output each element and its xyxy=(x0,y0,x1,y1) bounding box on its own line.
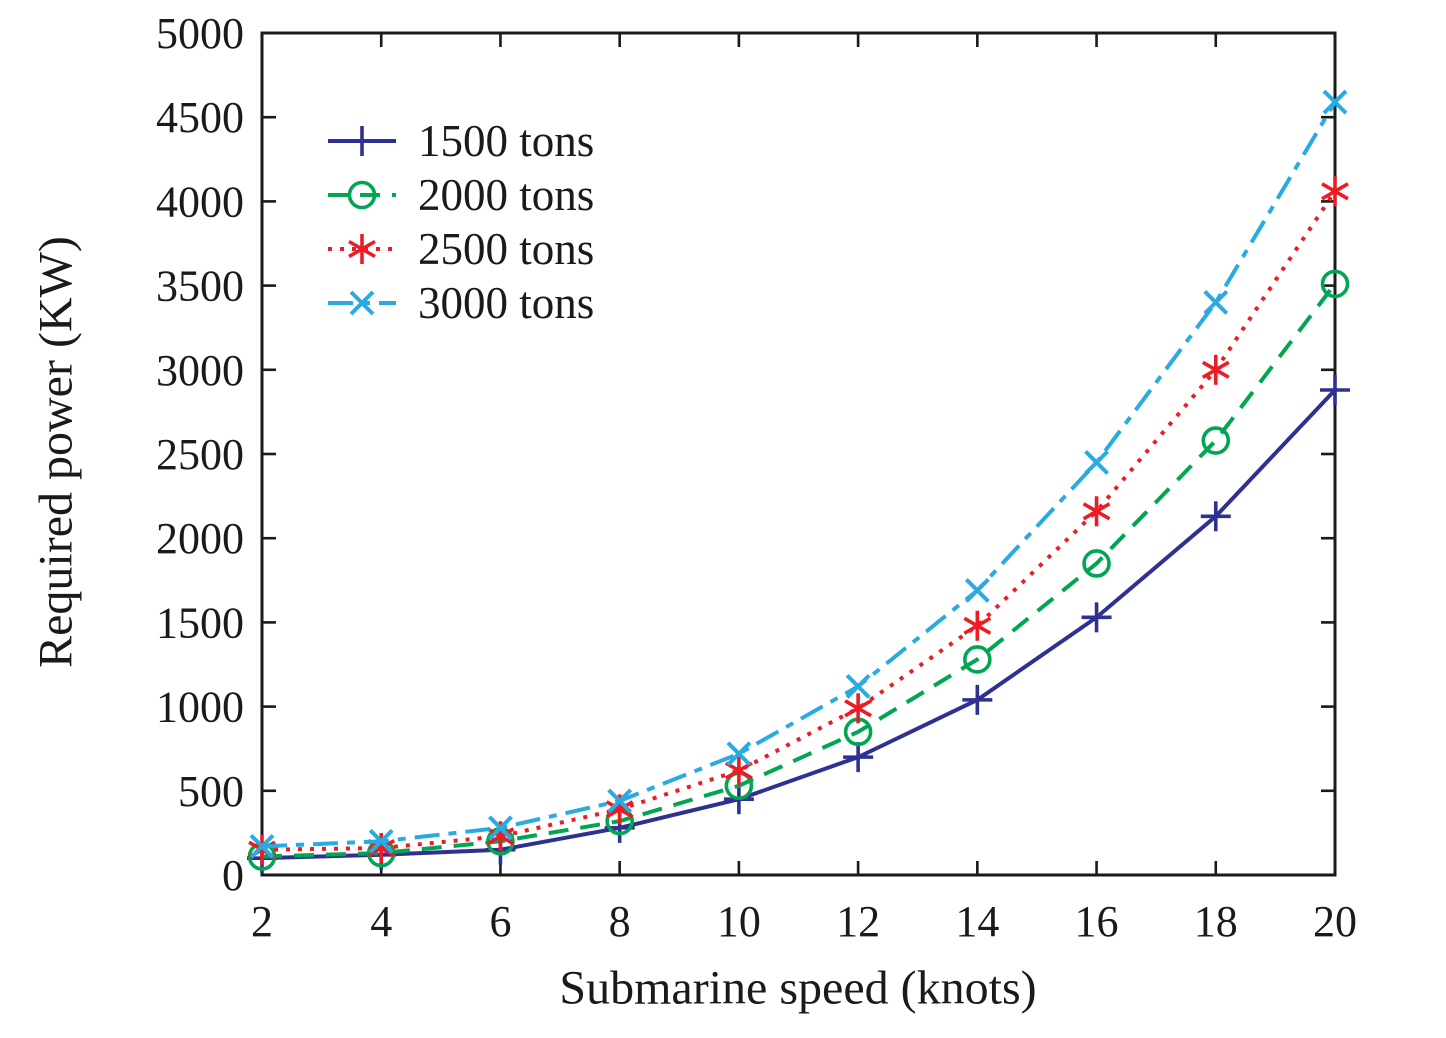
x-marker xyxy=(1203,290,1229,315)
x-marker xyxy=(726,741,752,767)
legend-label: 2000 tons xyxy=(418,170,595,220)
series-3000-tons xyxy=(249,89,1348,859)
x-tick-label: 4 xyxy=(370,897,392,946)
series-line xyxy=(261,388,1337,861)
x-tick-label: 16 xyxy=(1075,897,1119,946)
x-marker xyxy=(845,673,871,699)
legend-label: 1500 tons xyxy=(418,116,595,166)
x-marker xyxy=(964,577,990,603)
asterisk-marker xyxy=(348,234,376,264)
circle-marker xyxy=(1201,426,1231,455)
asterisk-marker xyxy=(1321,176,1349,207)
series-line xyxy=(261,282,1337,859)
y-tick-label: 3000 xyxy=(156,346,244,395)
circle-marker xyxy=(1082,549,1111,578)
x-marker xyxy=(607,788,633,814)
x-tick-label: 12 xyxy=(836,897,880,946)
asterisk-legend-swatch-icon xyxy=(328,234,396,264)
series-1500-tons xyxy=(247,375,1350,874)
y-tick-label: 500 xyxy=(178,767,244,816)
circle-marker xyxy=(963,645,992,674)
x-tick-label: 20 xyxy=(1313,897,1357,946)
x-tick-label: 8 xyxy=(609,897,631,946)
plus-marker xyxy=(1081,602,1112,633)
x-marker xyxy=(249,833,275,859)
x-tick-label: 10 xyxy=(717,897,761,946)
series-line xyxy=(261,190,1337,852)
plus-marker xyxy=(1200,501,1231,532)
circle-marker xyxy=(1320,269,1350,299)
x-axis-title: Submarine speed (knots) xyxy=(559,961,1037,1015)
x-marker xyxy=(488,815,513,841)
axis-ticks xyxy=(260,31,1337,877)
y-tick-label: 4500 xyxy=(156,93,244,142)
y-tick-label: 0 xyxy=(222,851,244,900)
y-tick-label: 1500 xyxy=(156,598,244,647)
asterisk-marker xyxy=(844,693,873,724)
plus-legend-swatch-icon xyxy=(328,126,396,156)
circle-marker xyxy=(347,180,377,210)
y-tick-label: 5000 xyxy=(156,9,244,58)
legend-label: 2500 tons xyxy=(418,224,595,274)
x-tick-label: 18 xyxy=(1194,897,1238,946)
legend: 1500 tons 2000 tons 2500 tons 3000 tons xyxy=(326,114,594,330)
y-axis-title: Required power (KW) xyxy=(29,236,83,668)
asterisk-marker xyxy=(1201,354,1230,385)
asterisk-marker xyxy=(1082,496,1111,527)
x-marker xyxy=(1322,89,1348,115)
y-tick-label: 1000 xyxy=(156,683,244,732)
tick-labels: 2 4 6 8 10 12 14 16 18 20 0 500 1000 1500 2000 2500 3000… xyxy=(156,9,1357,946)
legend-item-2000-tons: 2000 tons xyxy=(326,168,594,222)
asterisk-marker xyxy=(724,755,753,786)
plus-marker xyxy=(843,742,874,773)
x-marker xyxy=(349,290,375,316)
x-marker xyxy=(368,828,394,854)
y-tick-label: 2000 xyxy=(156,514,244,563)
plus-marker xyxy=(347,126,377,156)
series-line xyxy=(261,101,1337,849)
circle-legend-swatch-icon xyxy=(328,180,396,210)
y-tick-label: 3500 xyxy=(156,262,244,311)
plus-marker xyxy=(962,684,993,715)
y-tick-label: 4000 xyxy=(156,177,244,226)
x-tick-label: 6 xyxy=(489,897,511,946)
legend-label: 3000 tons xyxy=(418,278,595,328)
series-2000-tons xyxy=(247,269,1350,871)
legend-item-1500-tons: 1500 tons xyxy=(326,114,594,168)
legend-item-2500-tons: 2500 tons xyxy=(326,222,594,276)
x-marker xyxy=(1084,450,1109,475)
x-legend-swatch-icon xyxy=(328,290,396,316)
x-tick-label: 14 xyxy=(955,897,999,946)
plus-marker xyxy=(1320,375,1350,406)
asterisk-marker xyxy=(963,610,992,641)
y-tick-label: 2500 xyxy=(156,430,244,479)
x-tick-label: 2 xyxy=(251,897,273,946)
legend-item-3000-tons: 3000 tons xyxy=(326,276,594,330)
